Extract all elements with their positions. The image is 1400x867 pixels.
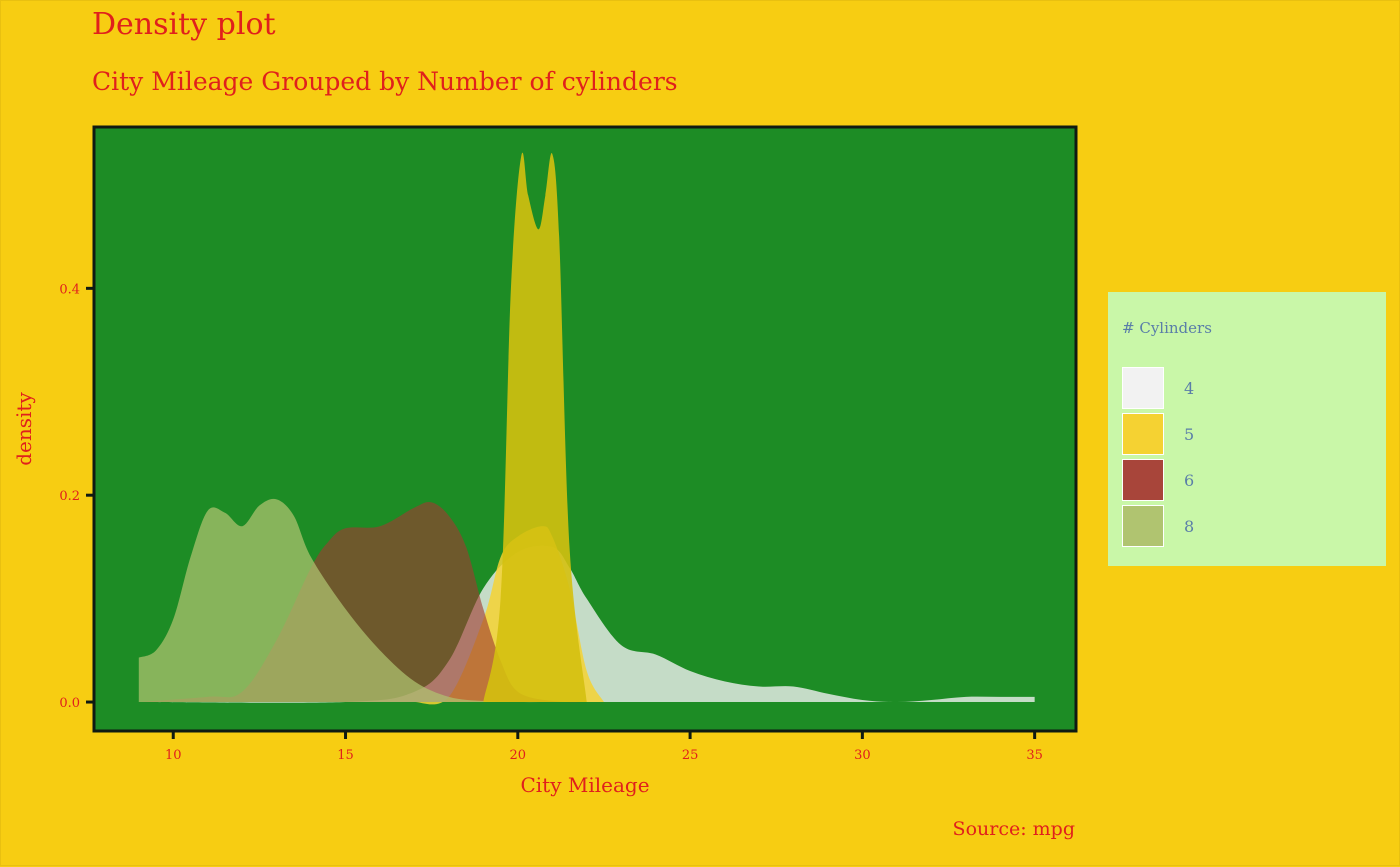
legend-label: 6 xyxy=(1184,471,1195,490)
density-areas xyxy=(138,152,1035,705)
x-axis: 10 15 20 25 30 35 xyxy=(165,731,1043,763)
legend-item-8: 8 xyxy=(1122,505,1282,549)
legend-swatch xyxy=(1122,367,1164,409)
x-tick-label: 20 xyxy=(510,748,527,763)
y-axis-label: density xyxy=(12,392,36,466)
density-area-peak-4 xyxy=(483,152,587,703)
legend-item-4: 4 xyxy=(1122,367,1282,411)
legend-item-6: 6 xyxy=(1122,459,1282,503)
x-tick-label: 25 xyxy=(682,748,699,763)
legend-swatch xyxy=(1122,505,1164,547)
x-tick-label: 35 xyxy=(1026,748,1043,763)
legend: # Cylinders 4 5 6 8 xyxy=(1108,292,1386,566)
legend-swatch xyxy=(1122,459,1164,501)
legend-label: 5 xyxy=(1184,425,1195,444)
legend-label: 4 xyxy=(1184,379,1195,398)
legend-label: 8 xyxy=(1184,517,1195,536)
density-area-6 xyxy=(138,502,587,703)
plot-border xyxy=(92,125,1078,733)
y-axis: 0.0 0.2 0.4 xyxy=(59,282,94,711)
x-axis-label: City Mileage xyxy=(520,773,649,797)
y-tick-label: 0.2 xyxy=(59,489,80,504)
legend-swatch xyxy=(1122,413,1164,455)
chart-caption: Source: mpg xyxy=(952,818,1075,840)
legend-item-5: 5 xyxy=(1122,413,1282,457)
density-area-4 xyxy=(138,545,1035,703)
x-tick-label: 15 xyxy=(337,748,354,763)
chart-title: Density plot xyxy=(92,7,276,42)
y-tick-label: 0.4 xyxy=(59,282,80,297)
y-tick-label: 0.0 xyxy=(59,696,80,711)
x-tick-label: 30 xyxy=(854,748,871,763)
density-area-8 xyxy=(138,498,587,703)
chart-subtitle: City Mileage Grouped by Number of cylind… xyxy=(92,67,678,96)
x-tick-label: 10 xyxy=(165,748,182,763)
legend-title: # Cylinders xyxy=(1122,319,1212,337)
